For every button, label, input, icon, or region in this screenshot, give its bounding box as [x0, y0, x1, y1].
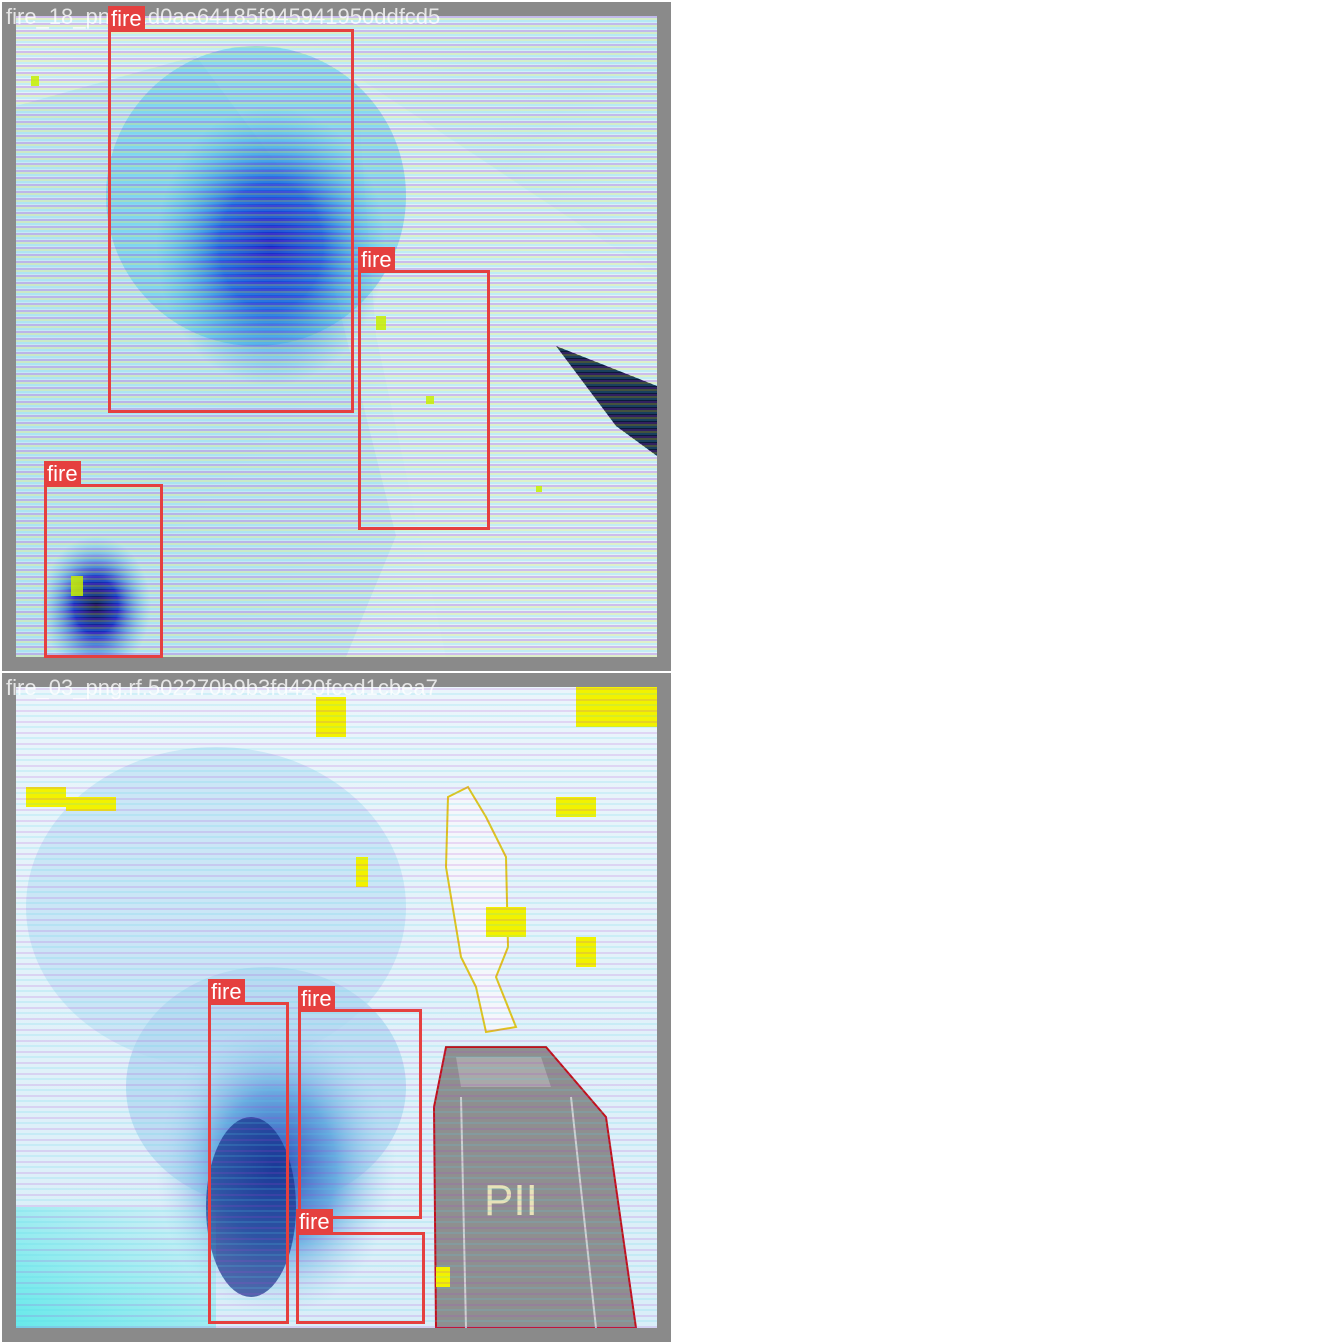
tile-image: PII — [16, 687, 657, 1328]
detection-box — [108, 29, 354, 413]
image-filename-caption: fire_03_png.rf.502270b9b3fd420fccd1cbea7 — [6, 675, 438, 700]
detection-box — [44, 484, 163, 658]
detection-box — [358, 270, 490, 530]
detection-box — [208, 1002, 289, 1324]
tile-image — [16, 16, 657, 657]
detection-label: fire — [358, 247, 395, 273]
image-tile: PII fire_03_png.rf.502270b9b3fd420fccd1c… — [2, 673, 671, 1342]
image-filename-caption: fire_18_png.rf.d0ae64185f945941950ddfcd5 — [6, 4, 441, 29]
detection-label: fire — [298, 986, 335, 1012]
detection-label: fire — [296, 1209, 333, 1235]
detection-label: fire — [44, 461, 81, 487]
detection-box — [296, 1232, 425, 1324]
image-tile: fire_18_png.rf.d0ae64185f945941950ddfcd5… — [2, 2, 671, 671]
detection-box — [298, 1009, 422, 1219]
detection-label: fire — [208, 979, 245, 1005]
detection-label: fire — [108, 6, 145, 32]
